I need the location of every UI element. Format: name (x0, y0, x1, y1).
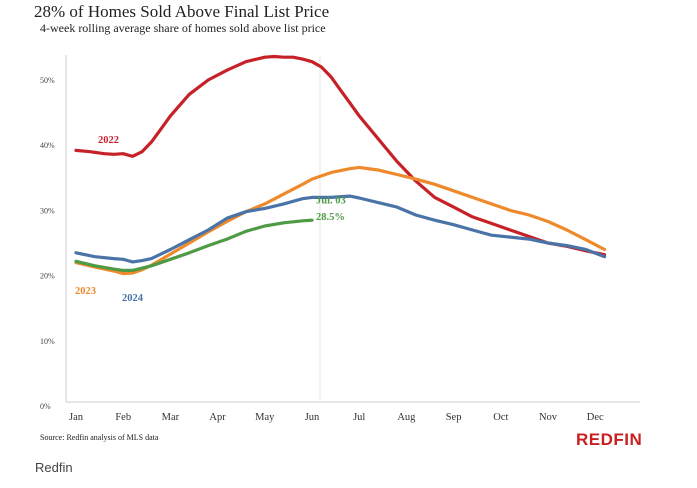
y-tick-label: 40% (40, 141, 55, 150)
x-tick-label: Jun (305, 412, 320, 423)
redfin-logo: REDFIN (576, 430, 642, 449)
image-caption: Redfin (35, 460, 73, 475)
x-tick-label: Aug (397, 412, 416, 423)
x-tick-label: Oct (493, 412, 508, 423)
series-line-2024 (74, 194, 607, 264)
y-tick-label: 50% (40, 76, 55, 85)
series-label-2024: 2024 (122, 293, 144, 304)
series-line-2022 (74, 54, 607, 257)
x-tick-label: Sep (446, 412, 462, 423)
x-tick-label: Jul (353, 412, 365, 423)
series-label-2022: 2022 (98, 135, 119, 146)
series-label-2023: 2023 (75, 286, 96, 297)
x-tick-label: Mar (162, 412, 180, 423)
latest-value-annotation: Jul. 03 (316, 196, 346, 207)
y-tick-label: 30% (40, 206, 55, 215)
x-tick-label: Dec (587, 412, 604, 423)
chart-subtitle: 4-week rolling average share of homes so… (40, 21, 326, 35)
latest-value-annotation: 28.5% (316, 212, 345, 223)
x-tick-label: Apr (209, 412, 226, 423)
x-tick-label: May (255, 412, 275, 423)
y-tick-label: 10% (40, 337, 55, 346)
x-tick-label: Jan (69, 412, 84, 423)
x-tick-label: Nov (539, 412, 558, 423)
plot-area: 0% 10% 20% 30% 40% 50% Jan Feb Mar Apr May Jun Jul Au… (40, 54, 640, 423)
source-note: Source: Redfin analysis of MLS data (40, 433, 159, 442)
y-tick-label: 20% (40, 272, 55, 281)
y-tick-label: 0% (40, 402, 51, 411)
series-line-current (74, 218, 314, 272)
chart-title: 28% of Homes Sold Above Final List Price (34, 2, 329, 21)
x-tick-label: Feb (115, 412, 131, 423)
